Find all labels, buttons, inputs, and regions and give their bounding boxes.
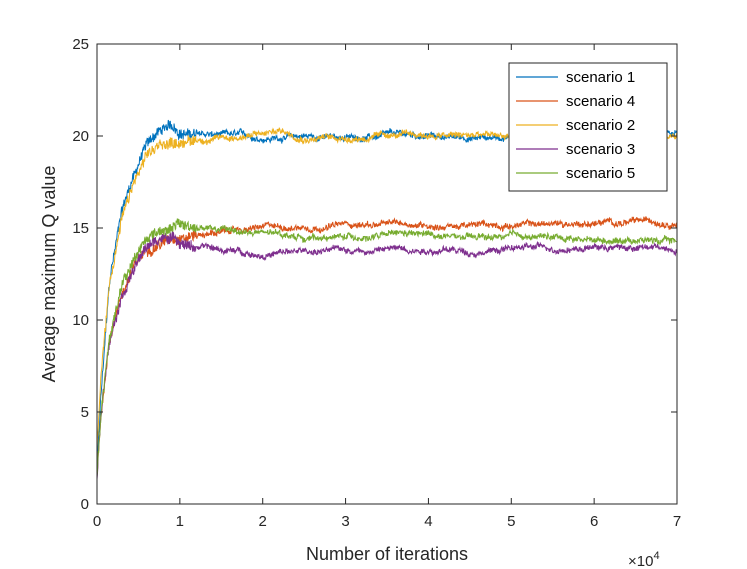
- x-tick-label: 7: [673, 513, 681, 530]
- x-axis-label: Number of iterations: [306, 544, 468, 564]
- y-axis-label: Average maximum Q value: [39, 166, 59, 383]
- series-line: [96, 231, 678, 480]
- x-axis-multiplier: ×104: [628, 550, 660, 569]
- legend: scenario 1 scenario 4 scenario 2 scenario 3…: [508, 62, 668, 192]
- series-line: [96, 218, 678, 477]
- axes-layer: [96, 43, 678, 505]
- legend-label: scenario 5: [566, 165, 635, 182]
- y-tick-label: 15: [72, 220, 89, 237]
- x-tick-label: 5: [507, 513, 515, 530]
- y-tick-label: 10: [72, 312, 89, 329]
- x-tick-label: 3: [341, 513, 349, 530]
- x-tick-label: 4: [424, 513, 432, 530]
- legend-label: scenario 3: [566, 141, 635, 158]
- x-multiplier-exponent: 4: [653, 550, 659, 562]
- series-line: [96, 216, 678, 475]
- y-tick-label: 0: [81, 496, 89, 513]
- legend-entries: scenario 1 scenario 4 scenario 2 scenario 3…: [516, 69, 635, 182]
- x-multiplier-base: ×10: [628, 553, 653, 569]
- y-tick-label: 25: [72, 36, 89, 53]
- legend-label: scenario 2: [566, 117, 635, 134]
- y-tick-label: 20: [72, 128, 89, 145]
- legend-box: [508, 62, 668, 192]
- x-tick-label: 6: [590, 513, 598, 530]
- x-tick-label: 1: [176, 513, 184, 530]
- legend-label: scenario 1: [566, 69, 635, 86]
- axes-box: [96, 43, 678, 505]
- ticks-layer: 0 1 2 3 4 5 6 7 0 5 10 15 20 25: [72, 36, 681, 530]
- x-tick-label: 2: [259, 513, 267, 530]
- x-tick-label: 0: [93, 513, 101, 530]
- y-tick-label: 5: [81, 404, 89, 421]
- legend-label: scenario 4: [566, 93, 635, 110]
